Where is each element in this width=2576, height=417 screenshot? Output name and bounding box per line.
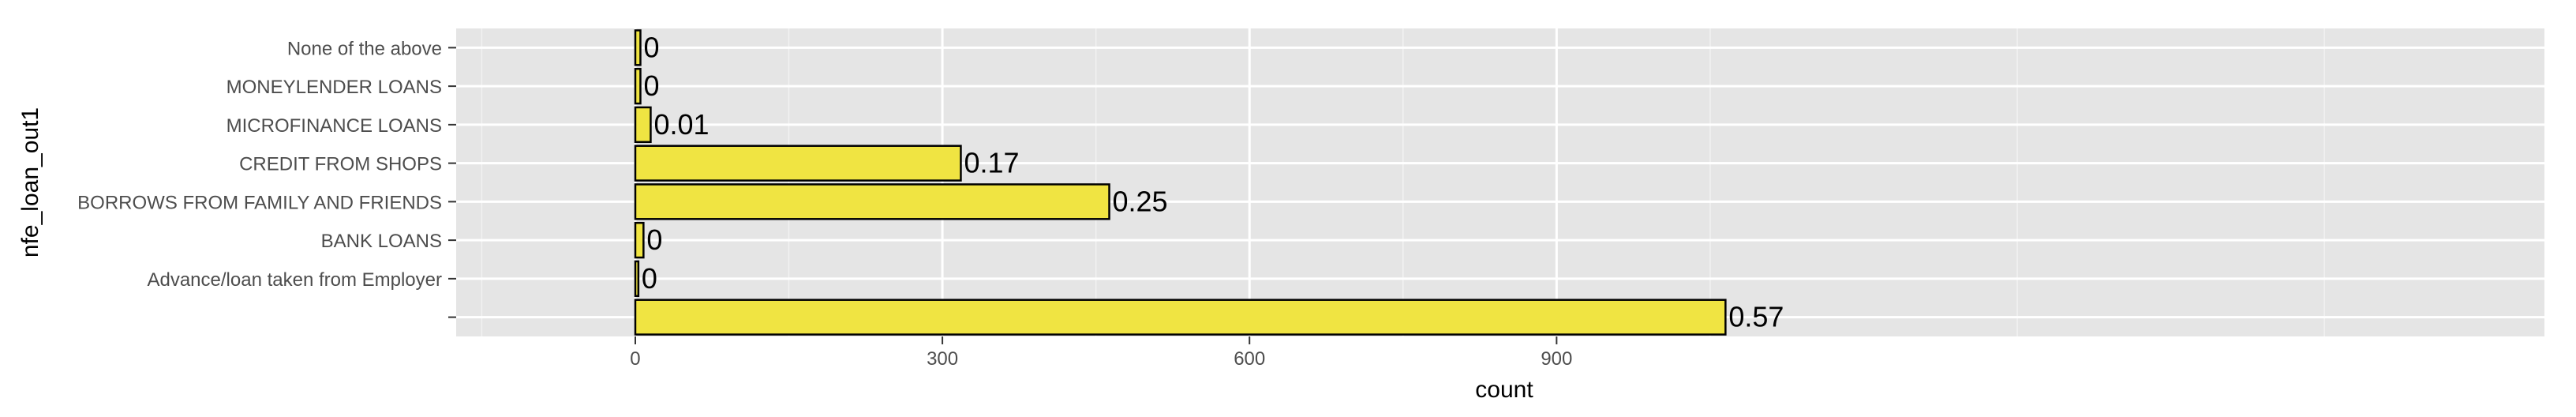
panel-background [456, 28, 2544, 336]
y-tick-label: Advance/loan taken from Employer [147, 269, 442, 291]
bar [634, 221, 645, 259]
bar [634, 67, 642, 105]
bar [634, 260, 640, 298]
x-tick-label: 300 [927, 348, 958, 370]
bar [634, 145, 962, 182]
x-axis-title: count [1475, 377, 1533, 403]
data-label: 0 [646, 224, 662, 256]
data-label: 0.57 [1728, 301, 1784, 333]
bars [634, 29, 1727, 336]
data-label: 0 [643, 70, 659, 102]
y-tick-label: CREDIT FROM SHOPS [239, 154, 442, 175]
y-tick-label: MICROFINANCE LOANS [227, 115, 442, 137]
data-label: 0 [643, 31, 659, 63]
bar [634, 299, 1727, 336]
x-tick-label: 900 [1541, 348, 1572, 370]
data-label: 0.17 [964, 147, 1019, 179]
y-axis-title: nfe_loan_out1 [17, 107, 43, 257]
bar [634, 29, 642, 66]
y-tick-label: BORROWS FROM FAMILY AND FRIENDS [77, 192, 442, 213]
y-tick-label: BANK LOANS [321, 231, 442, 252]
data-label: 0.01 [653, 108, 709, 141]
data-labels: 0 0 0.01 0.17 0.25 0 0 0.57 [642, 31, 1784, 332]
bar [634, 183, 1110, 220]
bar [634, 106, 652, 144]
y-axis: None of the above MONEYLENDER LOANS MICROF… [77, 38, 456, 318]
data-label: 0.25 [1113, 185, 1168, 217]
x-axis: 0 300 600 900 [630, 336, 1572, 370]
x-tick-label: 0 [630, 348, 640, 370]
grid-minor [481, 28, 2325, 336]
y-tick-label: MONEYLENDER LOANS [227, 77, 442, 98]
data-label: 0 [642, 262, 657, 295]
y-tick-label: None of the above [287, 38, 442, 59]
x-tick-label: 600 [1234, 348, 1265, 370]
